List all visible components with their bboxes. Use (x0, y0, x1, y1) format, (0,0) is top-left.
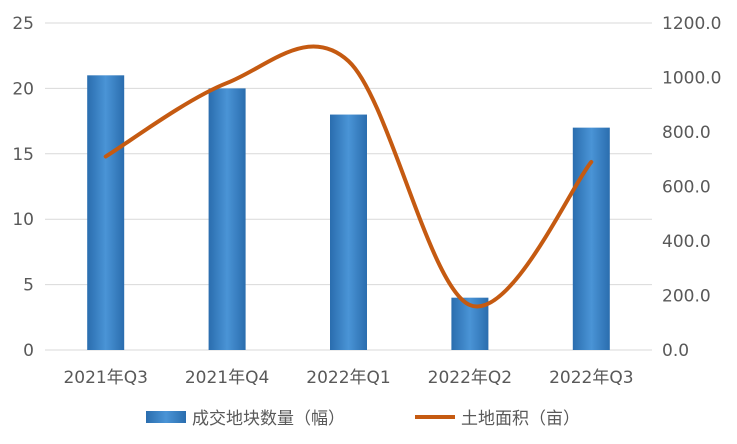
left-tick-label: 15 (12, 145, 34, 165)
x-tick-label: 2022年Q3 (549, 368, 633, 388)
x-tick-label: 2021年Q4 (185, 368, 269, 388)
right-tick-label: 400.0 (662, 232, 711, 252)
x-tick-label: 2022年Q2 (428, 368, 512, 388)
left-tick-label: 0 (23, 341, 34, 361)
right-tick-label: 0.0 (662, 341, 689, 361)
right-tick-label: 600.0 (662, 178, 711, 198)
line-path (103, 44, 594, 309)
bar-series (87, 75, 610, 351)
legend-bar-label: 成交地块数量（幅） (192, 409, 345, 429)
left-tick-label: 10 (12, 210, 34, 230)
right-tick-label: 800.0 (662, 123, 711, 143)
x-tick-label: 2021年Q3 (63, 368, 147, 388)
x-axis-ticks: 2021年Q3 2021年Q4 2022年Q1 2022年Q2 2022年Q3 (63, 368, 633, 388)
right-tick-label: 1200.0 (662, 14, 721, 34)
right-axis-ticks: 0.0 200.0 400.0 600.0 800.0 1000.0 1200.0 (662, 14, 721, 361)
left-tick-label: 20 (12, 79, 34, 99)
line-series (103, 44, 594, 309)
bar (87, 75, 125, 350)
left-tick-label: 5 (23, 276, 34, 296)
right-tick-label: 1000.0 (662, 69, 721, 89)
bar (330, 114, 367, 350)
x-tick-label: 2022年Q1 (306, 368, 390, 388)
legend: 成交地块数量（幅） 土地面积（亩） (146, 409, 580, 429)
left-tick-label: 25 (12, 14, 34, 34)
legend-bar-swatch (146, 411, 186, 423)
bar (208, 88, 246, 351)
left-axis-ticks: 0 5 10 15 20 25 (12, 14, 34, 361)
right-tick-label: 200.0 (662, 287, 711, 307)
legend-line-label: 土地面积（亩） (461, 409, 580, 429)
